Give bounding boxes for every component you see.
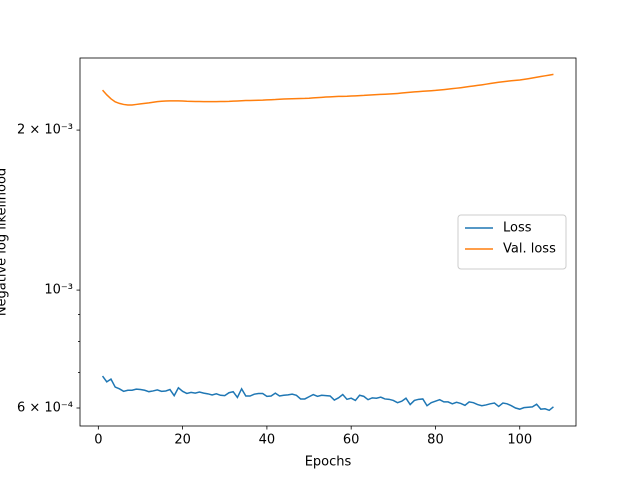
- y-tick-label: 6 × 10⁻⁴: [17, 401, 73, 416]
- x-tick-label: 40: [259, 433, 276, 448]
- line: [101, 73, 554, 106]
- plot-frame: [79, 57, 577, 427]
- legend: Loss Val. loss: [457, 214, 567, 270]
- x-tick-label: 100: [507, 433, 532, 448]
- x-tick-label: 80: [427, 433, 444, 448]
- x-axis-label: Epochs: [305, 455, 352, 470]
- x-tick-label: 20: [174, 433, 191, 448]
- y-axis-label: Negative log likelihood: [0, 168, 10, 316]
- y-tick-label: 2 × 10⁻³: [17, 123, 73, 138]
- legend-label: Loss: [503, 221, 532, 236]
- x-tick-label: 0: [94, 433, 102, 448]
- y-tick-label: 10⁻³: [44, 283, 73, 298]
- legend-label: Val. loss: [503, 242, 556, 257]
- line: [101, 375, 554, 412]
- x-tick-label: 60: [343, 433, 360, 448]
